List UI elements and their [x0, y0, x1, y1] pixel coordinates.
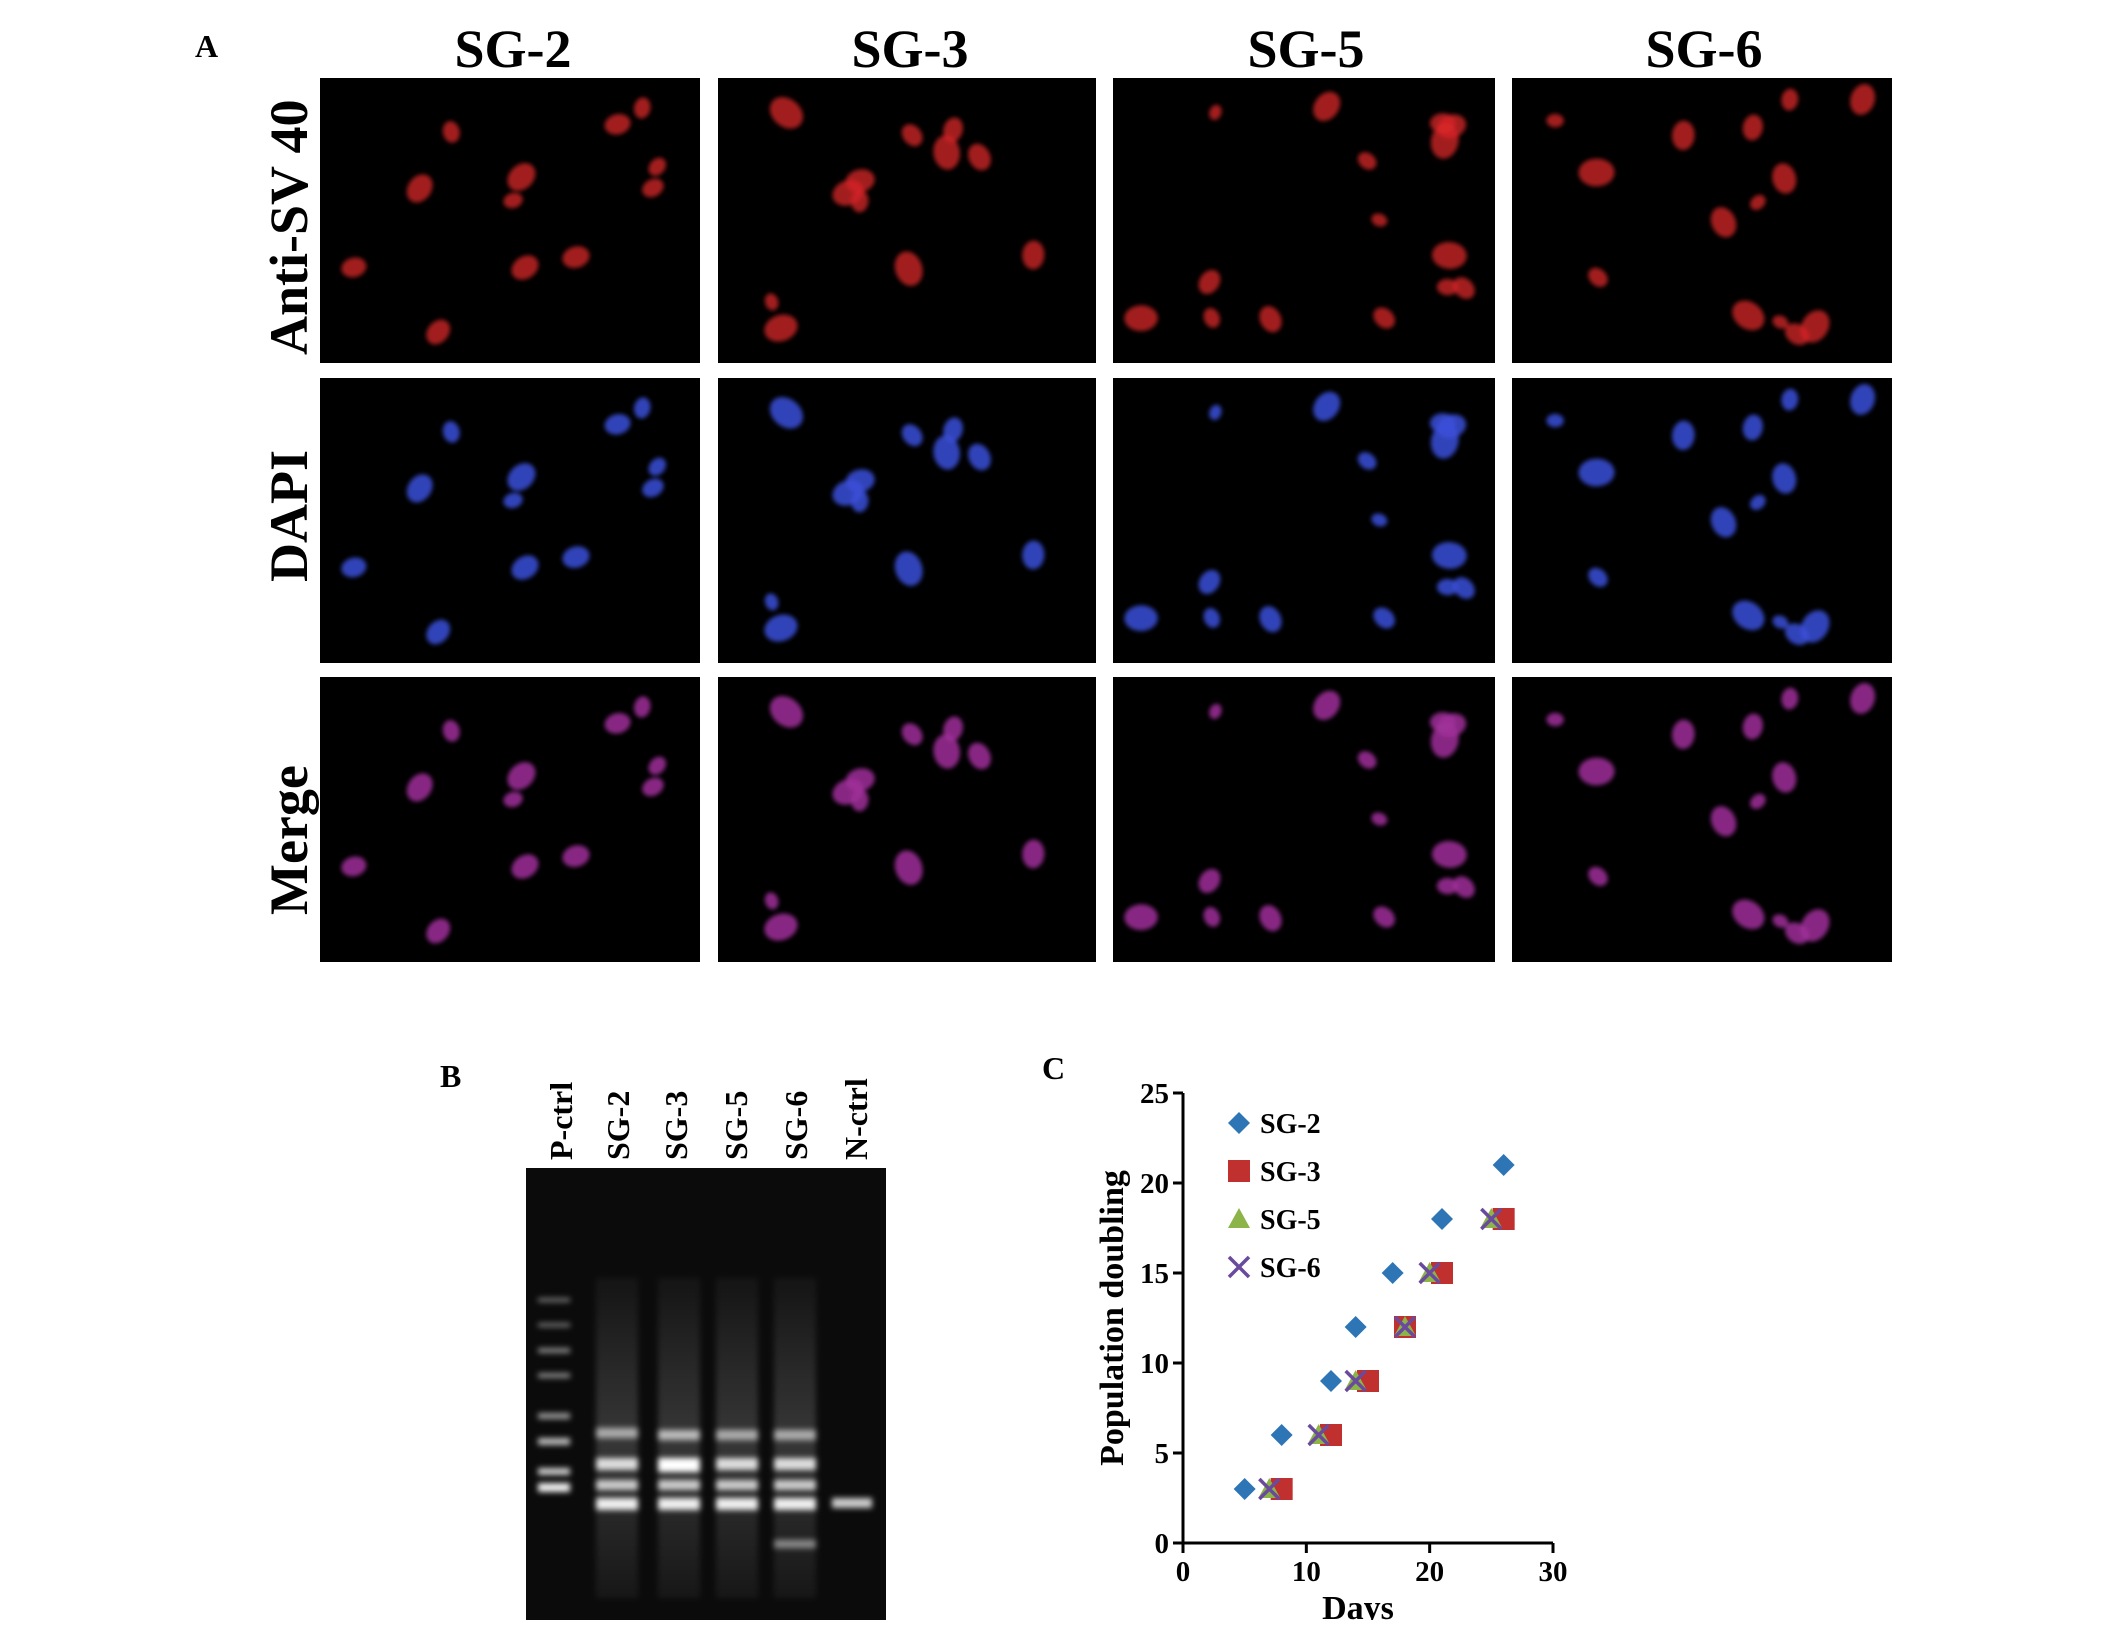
legend-label-sg6: SG-6: [1260, 1253, 1321, 1284]
row-header-dapi: DAPI: [259, 450, 319, 582]
data-point-sg6: [1480, 1207, 1503, 1231]
micrograph-dapi-sg2: [320, 378, 700, 663]
legend-label-sg2: SG-2: [1260, 1109, 1321, 1140]
data-point-sg2: [1381, 1262, 1404, 1284]
micrograph-anti-sv40-sg5: [1113, 78, 1495, 363]
data-point-sg6: [1307, 1423, 1330, 1447]
agarose-gel-image: [526, 1168, 886, 1620]
panel-b-letter: B: [440, 1058, 462, 1094]
legend-marker-sg3: [1228, 1160, 1250, 1182]
y-tick-label: 15: [1140, 1258, 1169, 1290]
lane-label-p-ctrl: P-ctrl: [543, 1081, 579, 1160]
lane-label-sg2: SG-2: [600, 1090, 636, 1160]
row-header-merge: Merge: [259, 765, 319, 915]
data-point-sg6: [1418, 1261, 1441, 1285]
legend-marker-sg2: [1228, 1112, 1250, 1134]
x-tick-label: 10: [1292, 1556, 1321, 1588]
gel-bands: [526, 1168, 886, 1620]
legend-label-sg5: SG-5: [1260, 1205, 1321, 1236]
micrograph-merge-sg3: [718, 677, 1096, 962]
panel-a-letter: A: [195, 28, 219, 64]
data-point-sg2: [1320, 1370, 1342, 1392]
data-point-sg2: [1270, 1424, 1293, 1446]
lane-label-n-ctrl: N-ctrl: [838, 1078, 874, 1160]
data-point-sg2: [1344, 1316, 1367, 1338]
lane-label-sg5: SG-5: [718, 1090, 754, 1160]
micrograph-dapi-sg5: [1113, 378, 1495, 663]
y-tick-label: 5: [1155, 1438, 1170, 1470]
panel-c-letter: C: [1042, 1050, 1066, 1086]
x-tick-label: 30: [1539, 1556, 1568, 1588]
column-header-sg2: SG-2: [454, 19, 572, 79]
micrograph-merge-sg5: [1113, 677, 1495, 962]
y-tick-label: 0: [1155, 1528, 1170, 1560]
y-tick-label: 10: [1140, 1348, 1169, 1380]
data-point-sg6: [1344, 1369, 1367, 1393]
legend-marker-sg5: [1228, 1208, 1250, 1228]
population-doubling-chart: 0 10 20 30 0 5 10 15 20 25 Days Population doubling…: [1094, 1078, 1568, 1620]
y-axis-label: Population doubling: [1094, 1170, 1131, 1466]
data-point-sg2: [1492, 1154, 1515, 1176]
x-axis-label: Days: [1322, 1590, 1394, 1620]
data-point-sg2: [1233, 1478, 1256, 1500]
data-point-sg2: [1431, 1208, 1453, 1230]
micrograph-anti-sv40-sg2: [320, 78, 700, 363]
micrograph-merge-sg2: [320, 677, 700, 962]
legend-marker-sg6: [1227, 1255, 1251, 1279]
data-point-sg6: [1258, 1477, 1281, 1501]
micrograph-dapi-sg3: [718, 378, 1096, 663]
column-header-sg3: SG-3: [851, 19, 969, 79]
lane-label-sg3: SG-3: [658, 1090, 694, 1160]
x-tick-label: 20: [1415, 1556, 1444, 1588]
y-tick-label: 20: [1140, 1168, 1169, 1200]
row-header-anti-sv40: Anti-SV 40: [259, 99, 319, 355]
x-tick-label: 0: [1176, 1556, 1191, 1588]
micrograph-anti-sv40-sg6: [1512, 78, 1892, 363]
data-point-sg6: [1393, 1315, 1417, 1339]
lane-label-sg6: SG-6: [778, 1090, 814, 1160]
legend-label-sg3: SG-3: [1260, 1157, 1321, 1188]
micrograph-merge-sg6: [1512, 677, 1892, 962]
y-tick-label: 25: [1140, 1078, 1169, 1110]
micrograph-dapi-sg6: [1512, 378, 1892, 663]
micrograph-anti-sv40-sg3: [718, 78, 1096, 363]
column-header-sg6: SG-6: [1645, 19, 1763, 79]
column-header-sg5: SG-5: [1247, 19, 1365, 79]
